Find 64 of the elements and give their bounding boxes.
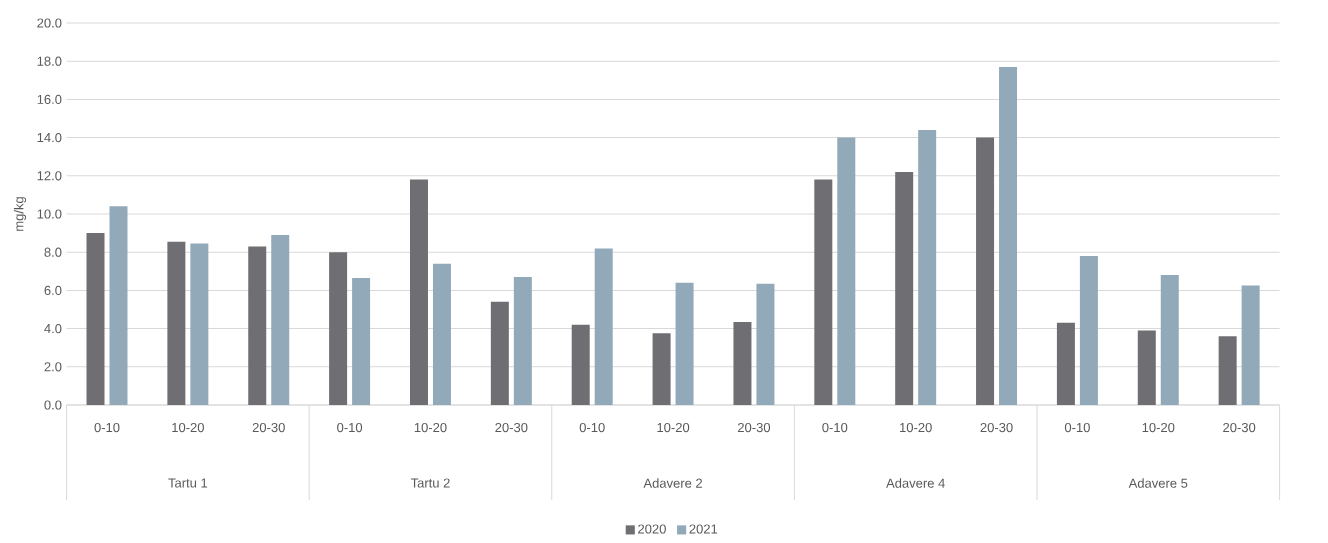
bar — [814, 179, 833, 405]
bar — [895, 171, 914, 405]
bar — [109, 206, 128, 405]
legend-label: 2021 — [689, 524, 718, 534]
bar — [1241, 285, 1260, 405]
x-tick-label: 20-30 — [252, 422, 285, 433]
x-tick-label: 20-30 — [737, 422, 771, 433]
x-tick-label: 10-20 — [172, 422, 204, 433]
bar — [1160, 275, 1179, 405]
x-tick-label: 20-30 — [980, 422, 1013, 433]
bar — [352, 277, 371, 405]
x-tick-label: 10-20 — [414, 422, 447, 433]
text: Adavere 4 — [886, 478, 945, 488]
x-tick-label: 0-10 — [94, 422, 120, 433]
y-tick-label: 16.0 — [37, 94, 62, 104]
bar — [248, 246, 267, 405]
x-tick-label: 20-30 — [495, 422, 528, 433]
bar — [1137, 330, 1156, 405]
y-tick-label: 18.0 — [37, 56, 62, 66]
bar — [976, 137, 995, 405]
y-tick-label: 8.0 — [44, 247, 62, 257]
bar — [652, 333, 671, 405]
y-tick-label: 12.0 — [37, 171, 62, 181]
legend-label: 2020 — [638, 524, 666, 534]
bar — [432, 263, 451, 405]
x-tick-label: 0-10 — [337, 422, 363, 433]
bar — [329, 252, 348, 405]
bar — [271, 235, 290, 405]
bar — [999, 66, 1018, 405]
x-tick-label: 20-30 — [1223, 422, 1256, 433]
bar — [167, 241, 186, 405]
text: Adavere 2 — [643, 478, 703, 488]
text: Adavere 5 — [1128, 478, 1188, 488]
x-tick-label: 10-20 — [657, 422, 690, 433]
y-tick-label: 2.0 — [44, 362, 62, 372]
y-tick-label: 6.0 — [44, 285, 62, 295]
bar — [571, 324, 590, 405]
bar — [190, 243, 209, 405]
y-tick-label: 20.0 — [37, 18, 62, 28]
text: Tartu 1 — [168, 478, 208, 488]
y-tick-label: 14.0 — [37, 133, 62, 143]
y-tick-label: 10.0 — [37, 209, 62, 219]
bar — [409, 179, 428, 405]
bar — [1079, 256, 1098, 405]
x-tick-label: 10-20 — [900, 422, 932, 433]
y-tick-label: 0.0 — [44, 400, 62, 410]
bar — [490, 301, 509, 405]
bar — [918, 129, 937, 405]
x-tick-label: 10-20 — [1142, 422, 1175, 433]
bar — [1056, 322, 1075, 405]
x-tick-label: 0-10 — [822, 422, 848, 433]
bar — [1218, 336, 1237, 405]
bar — [513, 277, 532, 405]
bar — [756, 283, 775, 405]
bar — [733, 321, 752, 405]
bar — [594, 248, 613, 405]
bar — [86, 233, 105, 405]
y-axis-title: mg/kg — [13, 197, 27, 231]
bar — [837, 137, 856, 405]
text: Tartu 2 — [410, 478, 450, 488]
y-tick-label: 4.0 — [44, 324, 62, 334]
x-tick-label: 0-10 — [1064, 422, 1090, 433]
bar — [675, 282, 694, 405]
x-tick-label: 0-10 — [579, 422, 605, 433]
